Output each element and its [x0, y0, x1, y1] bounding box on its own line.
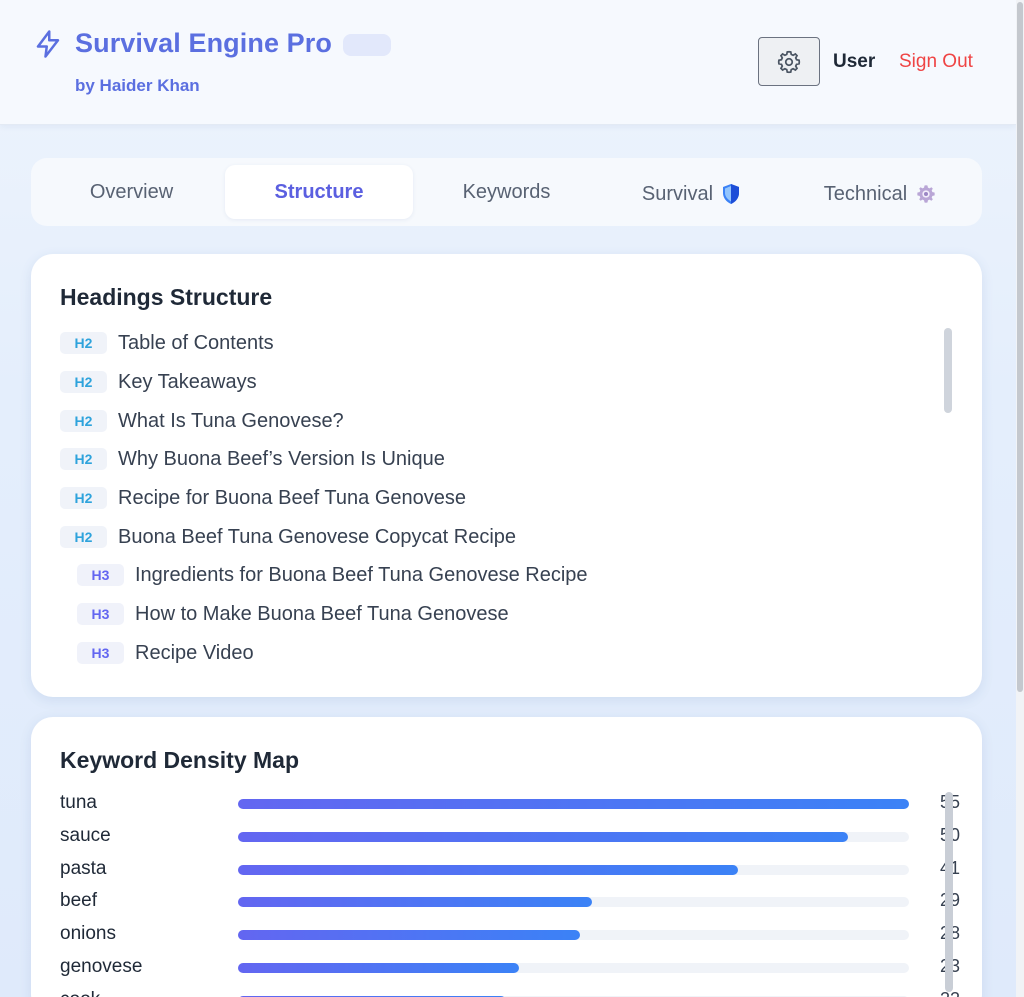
keyword-bar-fill — [238, 963, 519, 973]
tab-label: Keywords — [462, 180, 551, 203]
heading-text: Key Takeaways — [118, 370, 257, 393]
keyword-label: tuna — [60, 792, 97, 813]
gear-icon — [917, 185, 935, 203]
tab-structure[interactable]: Structure — [225, 165, 413, 219]
heading-item: H2 Table of Contents — [60, 329, 274, 357]
heading-text: What Is Tuna Genovese? — [118, 409, 344, 432]
tab-label: Structure — [274, 180, 364, 203]
tab-label: Overview — [89, 180, 174, 203]
heading-level-badge: H2 — [60, 526, 107, 548]
heading-item: H3 Ingredients for Buona Beef Tuna Genov… — [77, 561, 588, 589]
heading-text: Recipe for Buona Beef Tuna Genovese — [118, 486, 467, 509]
keyword-bar-track — [238, 831, 909, 842]
lightning-bolt-icon — [36, 30, 60, 58]
tab-survival[interactable]: Survival — [600, 167, 783, 221]
keyword-row: onions 28 — [60, 923, 960, 947]
heading-level-badge: H3 — [77, 564, 124, 586]
keyword-label: sauce — [60, 824, 111, 846]
heading-item: H3 How to Make Buona Beef Tuna Genovese — [77, 600, 509, 628]
heading-item: H2 What Is Tuna Genovese? — [60, 407, 344, 435]
keyword-row: beef 29 — [60, 890, 960, 914]
keyword-label: cook — [60, 989, 100, 997]
heading-item: H2 Buona Beef Tuna Genovese Copycat Reci… — [60, 523, 516, 551]
keyword-label: genovese — [60, 956, 143, 977]
keyword-row: sauce 50 — [60, 825, 960, 849]
tab-technical[interactable]: Technical — [783, 167, 978, 221]
card-title: Headings Structure — [60, 284, 273, 310]
headings-scrollbar[interactable] — [944, 328, 952, 413]
keyword-label: pasta — [60, 857, 107, 879]
card-title: Keyword Density Map — [60, 747, 299, 773]
heading-text: Buona Beef Tuna Genovese Copycat Recipe — [118, 525, 517, 548]
keywords-scrollbar[interactable] — [945, 792, 953, 992]
heading-text: Why Buona Beef’s Version Is Unique — [118, 447, 445, 470]
keyword-bar-track — [238, 897, 909, 908]
keyword-row: genovese 23 — [60, 956, 960, 980]
keyword-count: 23 — [920, 956, 960, 977]
tab-label: Survival — [641, 182, 714, 205]
app-header: Survival Engine Pro by Haider Khan User … — [0, 0, 1016, 125]
app-title: Survival Engine Pro — [75, 28, 332, 58]
keyword-label: beef — [60, 890, 97, 912]
keyword-count: 55 — [920, 792, 960, 813]
heading-item: H2 Key Takeaways — [60, 368, 257, 396]
settings-button[interactable] — [758, 37, 820, 86]
heading-level-badge: H2 — [60, 371, 107, 393]
heading-level-badge: H2 — [60, 332, 107, 354]
tab-bar: Overview Structure Keywords Survival Tec… — [31, 158, 982, 226]
user-label: User — [833, 51, 876, 72]
heading-level-badge: H2 — [60, 448, 107, 470]
keyword-bar-track — [238, 963, 909, 973]
heading-level-badge: H3 — [77, 642, 124, 664]
keyword-bar-fill — [238, 995, 507, 997]
sign-out-link[interactable]: Sign Out — [899, 51, 973, 72]
keyword-row: tuna 55 — [60, 792, 960, 816]
tab-label: Technical — [823, 182, 908, 205]
gear-icon — [777, 50, 801, 73]
keyword-bar-track — [238, 799, 909, 809]
app-byline: by Haider Khan — [75, 76, 200, 95]
heading-item: H2 Why Buona Beef’s Version Is Unique — [60, 445, 445, 473]
keyword-bar-track — [238, 995, 909, 997]
heading-text: Recipe Video — [135, 641, 254, 664]
page-scrollbar-thumb[interactable] — [1017, 2, 1023, 692]
keyword-bar-fill — [238, 930, 580, 941]
keyword-label: onions — [60, 923, 116, 945]
headings-structure-card: Headings Structure H2 Table of Contents … — [31, 254, 982, 697]
shield-icon — [723, 184, 740, 204]
heading-item: H3 Recipe Video — [77, 639, 254, 667]
keyword-bar-fill — [238, 864, 739, 875]
heading-text: Table of Contents — [118, 331, 274, 354]
heading-text: Ingredients for Buona Beef Tuna Genovese… — [135, 563, 588, 586]
keyword-count: 41 — [920, 858, 960, 879]
title-badge — [343, 34, 391, 56]
heading-text: How to Make Buona Beef Tuna Genovese — [135, 602, 509, 625]
keyword-bar-fill — [238, 799, 909, 809]
keyword-count: 50 — [920, 825, 960, 846]
keyword-count: 28 — [920, 923, 960, 944]
keyword-row: cook 22 — [60, 989, 960, 997]
heading-level-badge: H3 — [77, 603, 124, 625]
heading-level-badge: H2 — [60, 410, 107, 432]
tab-overview[interactable]: Overview — [38, 165, 225, 219]
heading-item: H2 Recipe for Buona Beef Tuna Genovese — [60, 484, 466, 512]
heading-level-badge: H2 — [60, 487, 107, 509]
keyword-bar-track — [238, 864, 909, 875]
keyword-count: 29 — [920, 890, 960, 911]
keyword-row: pasta 41 — [60, 858, 960, 882]
tab-keywords[interactable]: Keywords — [413, 165, 600, 219]
keyword-bar-fill — [238, 831, 848, 842]
keyword-bar-track — [238, 930, 909, 941]
keyword-density-card: Keyword Density Map tuna 55 sauce 50 pasta 41… — [31, 717, 982, 997]
keyword-bar-fill — [238, 897, 592, 908]
keyword-count: 22 — [920, 989, 960, 997]
